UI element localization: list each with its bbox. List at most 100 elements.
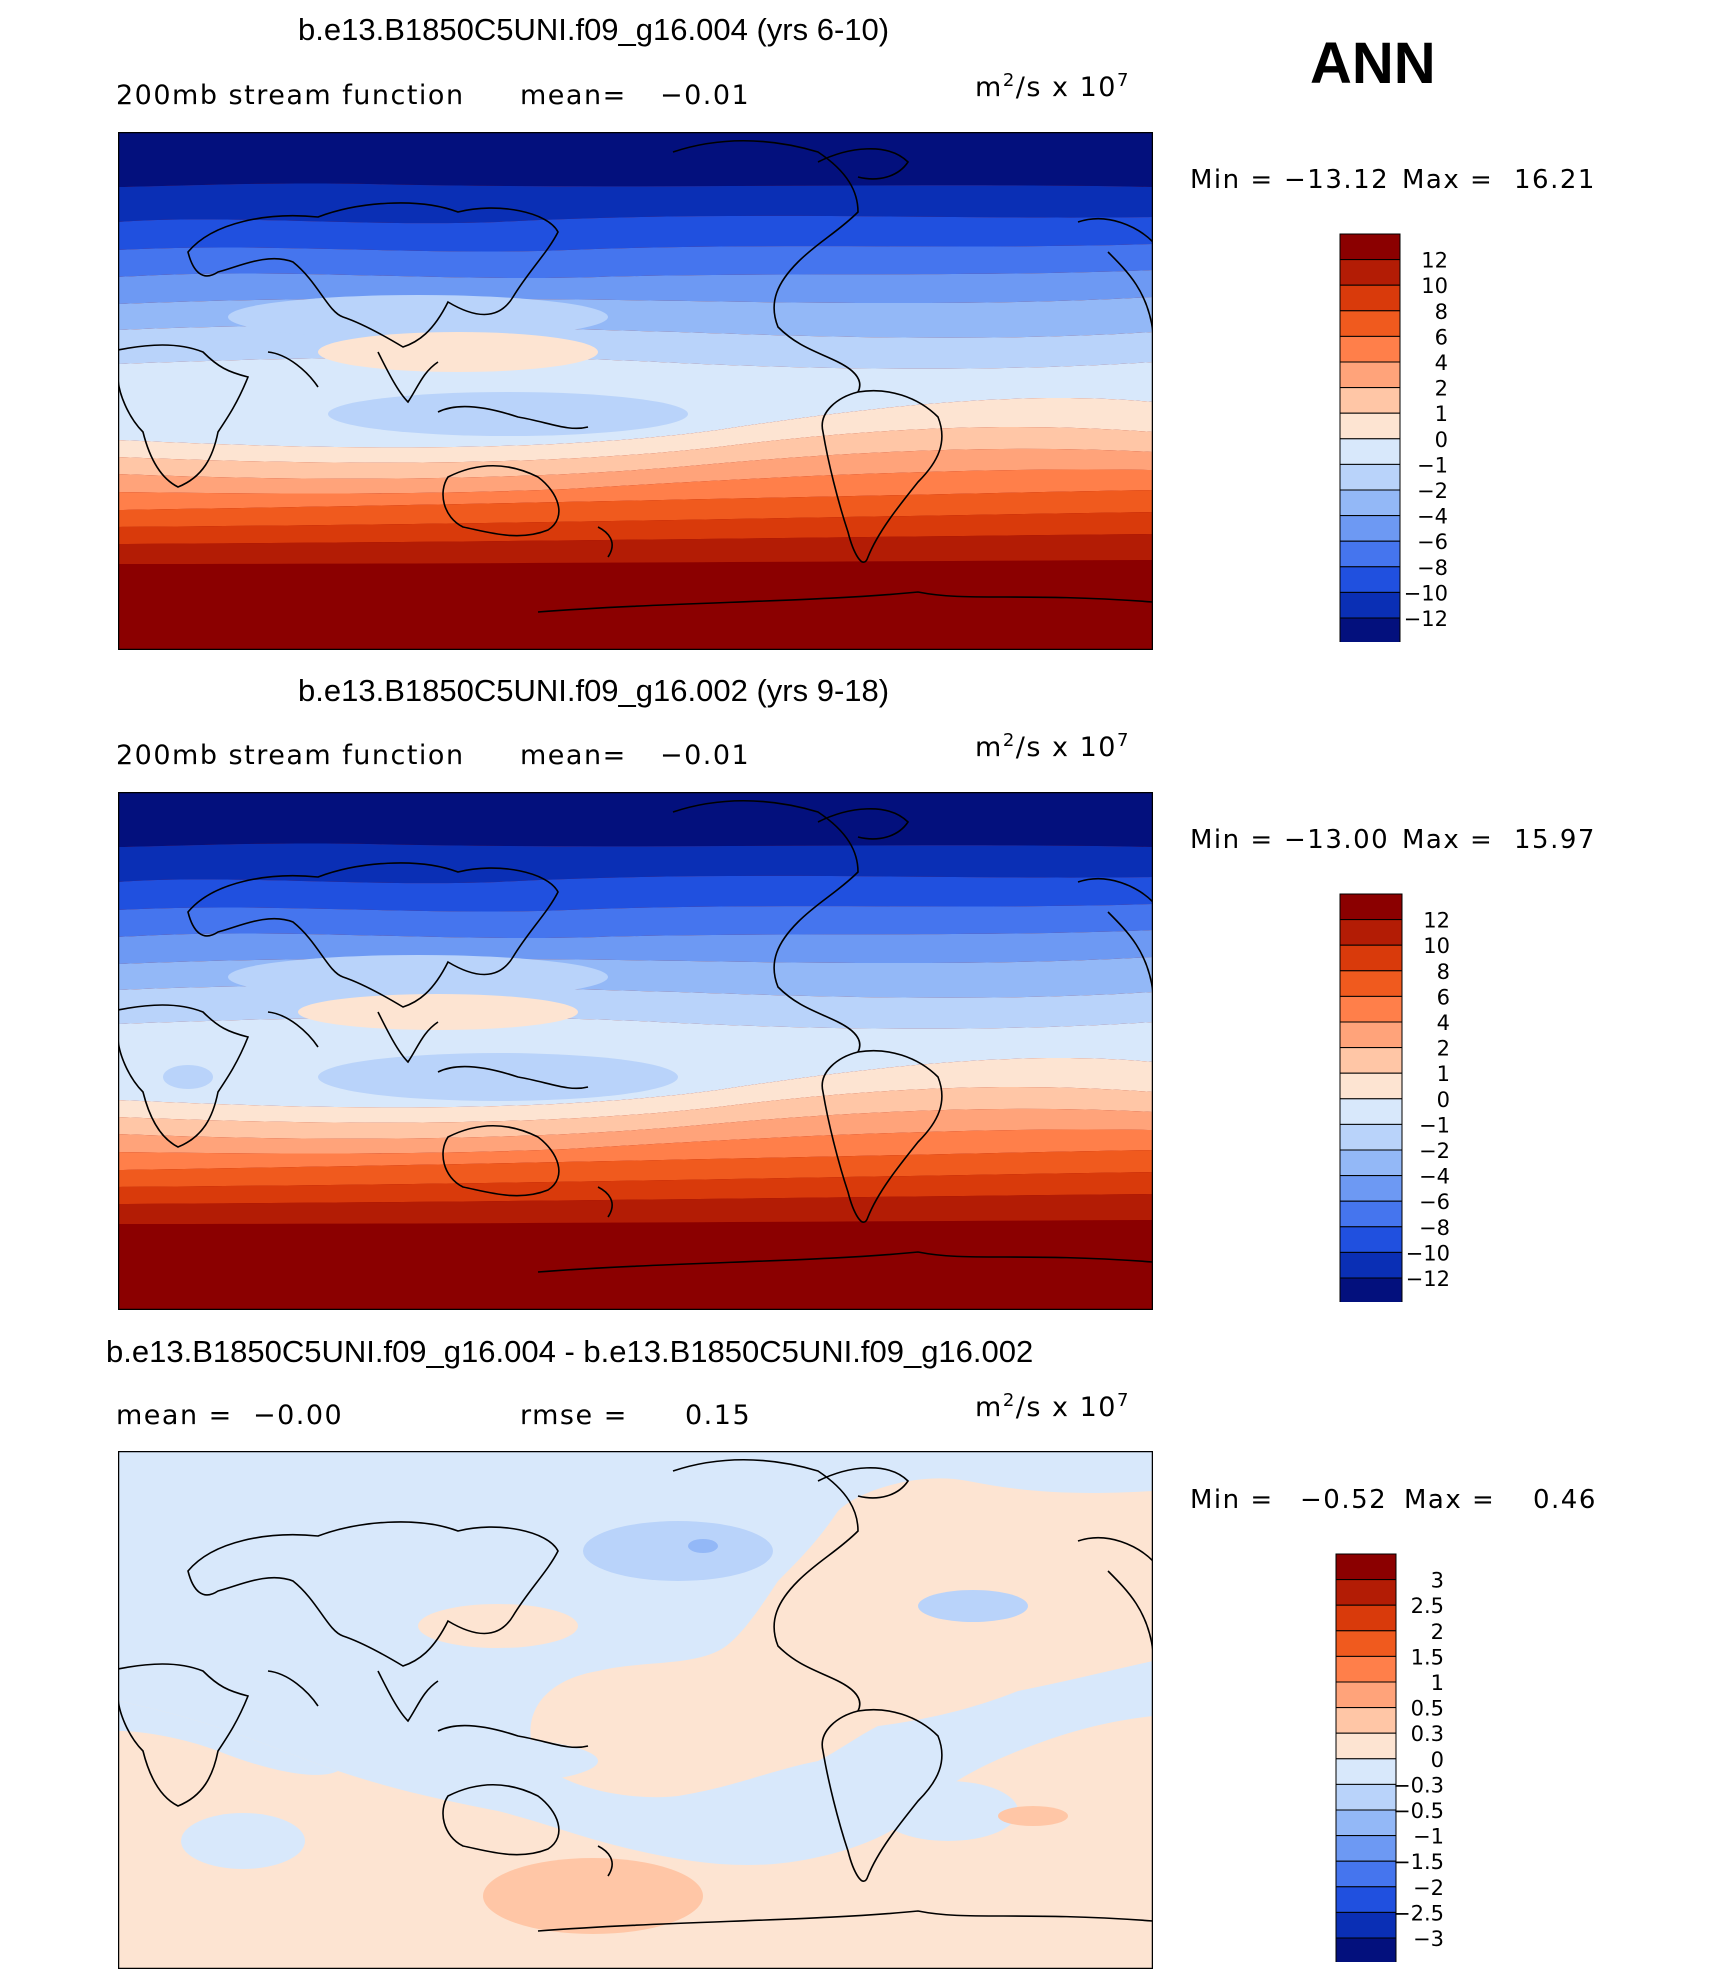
- colorbar-box: [1335, 1937, 1397, 1962]
- panel-2-min-label: Min =: [1190, 825, 1274, 855]
- colorbar-tick-label: −2.5: [1393, 1901, 1444, 1925]
- colorbar-tick-label: −8: [1419, 1216, 1450, 1240]
- panel-1-units: m2/s x 107: [975, 70, 1130, 103]
- band: [118, 1108, 1153, 1154]
- colorbar-tick-label: −1: [1419, 1113, 1450, 1137]
- panel-3-min-label: Min =: [1190, 1485, 1274, 1515]
- band: [118, 1087, 1153, 1139]
- panel-3-max-value: 0.46: [1533, 1485, 1597, 1515]
- panel-3-units: m2/s x 107: [975, 1390, 1130, 1423]
- colorbar-tick-label: 10: [1421, 274, 1448, 298]
- colorbar-tick-label: 12: [1423, 909, 1450, 933]
- coast-samerica: [821, 389, 943, 564]
- coast-greenland: [817, 1467, 910, 1499]
- colorbar-box: [1339, 233, 1401, 261]
- colorbar-box: [1339, 893, 1403, 921]
- band: [118, 843, 1153, 884]
- colorbar-tick-label: 1.5: [1411, 1645, 1444, 1669]
- colorbar-box: [1339, 515, 1401, 542]
- band: [118, 1172, 1153, 1204]
- colorbar-tick-label: −6: [1417, 530, 1448, 554]
- colorbar-tick-label: 2: [1437, 1037, 1450, 1061]
- colorbar-box: [1335, 1579, 1397, 1606]
- colorbar-box: [1335, 1860, 1397, 1888]
- colorbar-tick-label: 8: [1437, 960, 1450, 984]
- colorbar-box: [1339, 995, 1403, 1023]
- band: [118, 183, 1153, 224]
- band: [118, 1058, 1153, 1123]
- colorbar-box: [1339, 1175, 1403, 1202]
- colorbar-tick-label: 10: [1423, 934, 1450, 958]
- colorbar-tick-label: 2: [1431, 1620, 1444, 1644]
- coast-eurasia: [187, 1521, 559, 1667]
- colorbar-box: [1339, 944, 1403, 972]
- band: [118, 448, 1153, 494]
- colorbar-tick-label: −10: [1406, 1241, 1450, 1265]
- panel-2-variable: 200mb stream function: [116, 740, 465, 771]
- blob: [418, 1604, 578, 1648]
- colorbar-tick-label: −1: [1413, 1825, 1444, 1849]
- colorbar-tick-label: 4: [1435, 351, 1448, 375]
- band: [118, 930, 1153, 964]
- panel-2-title: b.e13.B1850C5UNI.f09_g16.002 (yrs 9-18): [298, 673, 890, 708]
- colorbar-tick-label: 12: [1421, 249, 1448, 273]
- colorbar-tick-label: 1: [1435, 402, 1448, 426]
- coast-eurasia: [187, 202, 559, 348]
- colorbar-box: [1339, 387, 1401, 414]
- panel-2-max-value: 15.97: [1514, 825, 1596, 855]
- band: [118, 215, 1153, 252]
- coast-nz: [597, 1845, 613, 1877]
- colorbar-tick-label: −0.3: [1393, 1773, 1444, 1797]
- colorbar-box: [1335, 1758, 1397, 1785]
- band: [118, 512, 1153, 544]
- panel-1-frame: [118, 132, 1153, 650]
- band: [118, 490, 1153, 527]
- colorbar-box: [1339, 970, 1403, 997]
- colorbar-box: [1339, 566, 1401, 593]
- blob: [878, 1781, 1018, 1841]
- panel-1-map: [118, 132, 1153, 650]
- coast-indonesia: [437, 1724, 589, 1749]
- band: [118, 427, 1153, 479]
- panel-2-frame: [118, 792, 1153, 1310]
- colorbar-box: [1339, 1072, 1403, 1100]
- coast-samerica: [821, 1708, 943, 1883]
- coast-arabia: [267, 351, 319, 388]
- colorbar-tick-label: −4: [1417, 505, 1448, 529]
- blob: [228, 955, 608, 999]
- blob: [758, 1661, 878, 1701]
- blob: [298, 994, 578, 1030]
- colorbar-box: [1339, 1123, 1403, 1151]
- colorbar-box: [1339, 1200, 1403, 1228]
- colorbar-tick-label: −3: [1413, 1927, 1444, 1951]
- coast-antarctica: [537, 591, 1153, 613]
- coast-antarctica: [537, 1910, 1153, 1932]
- colorbar-tick-label: 0.3: [1411, 1722, 1444, 1746]
- blob: [583, 1521, 773, 1581]
- colorbar-box: [1339, 463, 1401, 491]
- colorbar-tick-label: 0: [1431, 1748, 1444, 1772]
- colorbar-box: [1335, 1835, 1397, 1862]
- coast-eurasia: [187, 862, 559, 1008]
- colorbar-box: [1339, 284, 1401, 312]
- coast-namerica: [672, 1459, 861, 1712]
- blob: [318, 332, 598, 372]
- panel-3-mean: mean = −0.00: [116, 1400, 344, 1431]
- colorbar-box: [1339, 438, 1401, 465]
- colorbar-box: [1335, 1783, 1397, 1811]
- panel-1-coastlines: [118, 140, 1153, 613]
- colorbar-box: [1335, 1553, 1397, 1581]
- coast-nz: [597, 526, 613, 558]
- colorbar-tick-label: 6: [1437, 985, 1450, 1009]
- panel-1-min-value: −13.12: [1284, 165, 1390, 195]
- season-label: ANN: [1310, 31, 1436, 96]
- coast-africa-east: [1107, 251, 1153, 333]
- colorbar-tick-label: −1: [1417, 453, 1448, 477]
- coast-europe-east: [1077, 218, 1153, 243]
- panel-3-min-value: −0.52: [1300, 1485, 1388, 1515]
- panel-1-variable: 200mb stream function: [116, 80, 465, 111]
- colorbar-tick-label: −12: [1404, 607, 1448, 631]
- colorbar-tick-label: −0.5: [1393, 1799, 1444, 1823]
